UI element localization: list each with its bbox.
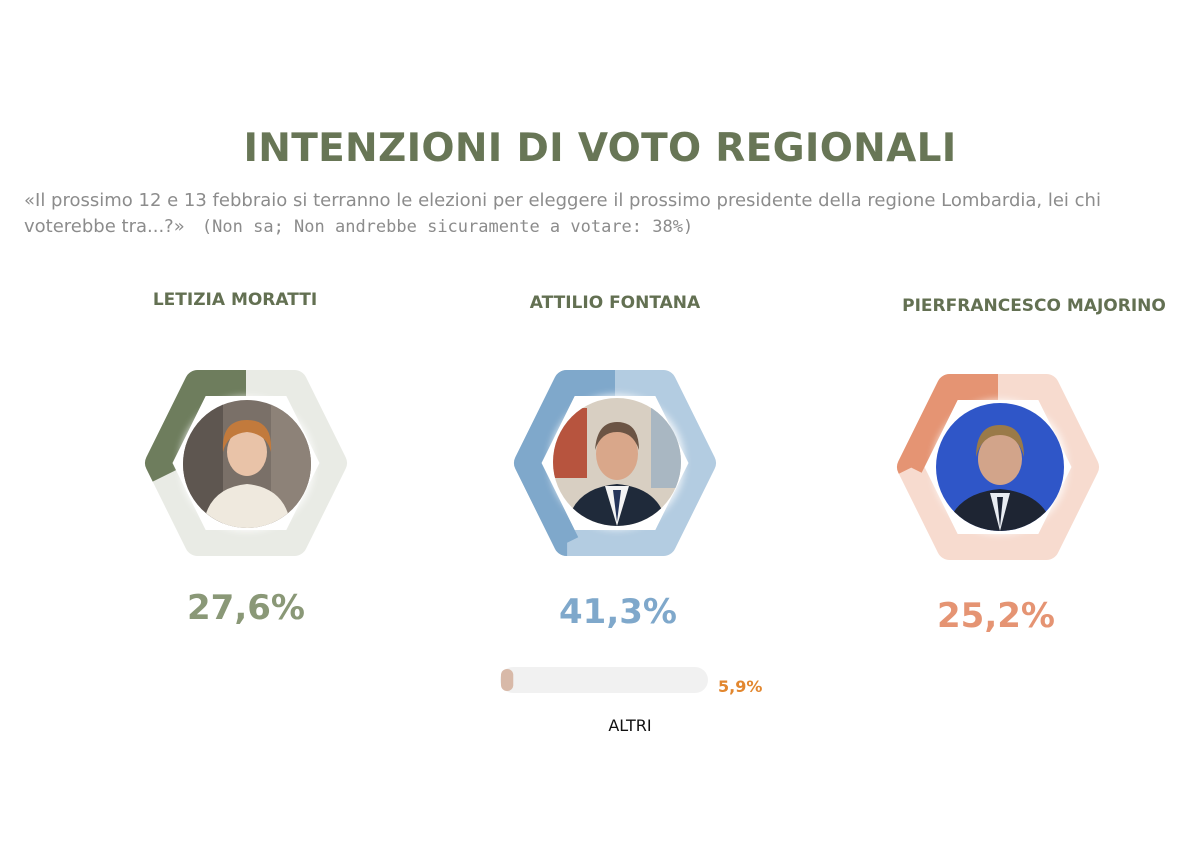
candidate-name-fontana: ATTILIO FONTANA: [529, 293, 701, 313]
percentage-majorino: 25,2%: [937, 596, 1055, 636]
page-title: INTENZIONI DI VOTO REGIONALI: [243, 126, 957, 171]
photo-moratti: [183, 400, 311, 528]
donut-value-arc: [145, 370, 347, 556]
others-bar-fill: [501, 669, 514, 691]
donut-value-arc: [897, 374, 1099, 560]
question-text: «Il prossimo 12 e 13 febbraio si terrann…: [24, 190, 1101, 237]
others-bar-track: [500, 667, 708, 693]
candidate-name-majorino: PIERFRANCESCO MAJORINO: [902, 296, 1166, 316]
others-label: ALTRI: [608, 716, 652, 735]
question-note: (Non sa; Non andrebbe sicuramente a vota…: [201, 217, 694, 237]
others-bar: [500, 667, 708, 693]
candidate-name-moratti: LETIZIA MORATTI: [152, 290, 318, 310]
donut-fontana: [514, 370, 716, 556]
percentage-moratti: 27,6%: [187, 588, 305, 628]
photo-fontana: [553, 398, 681, 526]
photo-majorino: [936, 403, 1064, 531]
others-percentage: 5,9%: [718, 677, 763, 696]
donut-value-arc: [514, 370, 716, 556]
percentage-fontana: 41,3%: [559, 592, 677, 632]
donut-majorino: [897, 374, 1099, 560]
donut-moratti: [145, 370, 347, 556]
survey-question: «Il prossimo 12 e 13 febbraio si terrann…: [24, 188, 1184, 240]
